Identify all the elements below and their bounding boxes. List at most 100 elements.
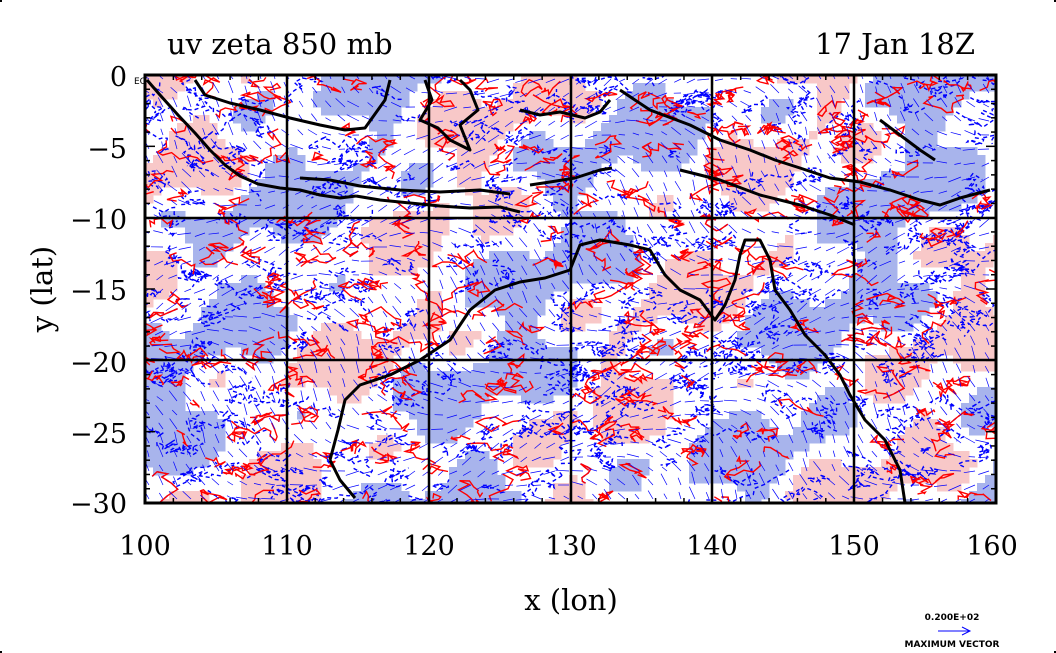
shading-cell [513, 499, 522, 503]
shading-cell [953, 459, 962, 468]
shading-cell [257, 219, 266, 228]
contour-line [361, 490, 378, 503]
shading-cell [489, 195, 498, 204]
wind-vector [186, 95, 192, 108]
shading-cell [569, 211, 578, 220]
shading-cell [561, 323, 570, 332]
contour-line [673, 381, 708, 390]
shading-cell [153, 99, 162, 108]
shading-cell [977, 347, 986, 356]
shading-cell [489, 283, 498, 292]
contour-line [745, 360, 798, 383]
shading-cell [465, 475, 474, 484]
shading-cell [273, 187, 282, 196]
shading-cell [481, 107, 490, 116]
shading-cell [857, 499, 866, 503]
shading-cell [977, 307, 986, 316]
shading-cell [457, 427, 466, 436]
shading-cell [201, 499, 210, 503]
wind-vector [772, 99, 780, 108]
shading-cell [193, 347, 202, 356]
shading-cell [505, 227, 514, 236]
contour-line [938, 375, 971, 398]
shading-cell [265, 475, 274, 484]
wind-vector [703, 165, 710, 178]
wind-vector [541, 172, 556, 178]
shading-cell [553, 275, 562, 284]
shading-cell [593, 227, 602, 236]
shading-cell [209, 163, 218, 172]
contour-line [265, 217, 287, 242]
shading-cell [889, 307, 898, 316]
contour-line [901, 333, 928, 350]
shading-cell [961, 75, 970, 84]
wind-vector [933, 246, 948, 252]
shading-cell [433, 75, 442, 84]
wind-vector [515, 78, 528, 83]
wind-vector [438, 266, 444, 276]
shading-cell [537, 91, 546, 100]
shading-cell [793, 491, 802, 500]
wind-vector [644, 330, 654, 336]
shading-cell [897, 107, 906, 116]
wind-vector [479, 339, 486, 346]
shading-cell [313, 371, 322, 380]
wind-vector [411, 308, 416, 318]
shading-cell [185, 235, 194, 244]
wind-vector [317, 162, 332, 166]
shading-cell [281, 315, 290, 324]
shading-cell [753, 307, 762, 316]
shading-cell [825, 235, 834, 244]
shading-cell [985, 411, 994, 420]
wind-vector [796, 302, 808, 313]
shading-cell [409, 243, 418, 252]
wind-vector [663, 191, 668, 206]
shading-cell [201, 147, 210, 156]
contour-line [663, 145, 681, 158]
wind-vector [713, 124, 724, 136]
shading-cell [761, 419, 770, 428]
wind-vector [924, 204, 934, 212]
wind-vector [480, 265, 486, 276]
shading-cell [809, 499, 818, 503]
shading-cell [161, 291, 170, 300]
shading-cell [409, 171, 418, 180]
wind-vector [326, 352, 332, 360]
contour-line [980, 421, 996, 440]
shading-cell [153, 163, 162, 172]
wind-vector [153, 288, 164, 298]
shading-cell [817, 211, 826, 220]
wind-vector [908, 204, 920, 210]
shading-cell [593, 163, 602, 172]
contour-line [866, 229, 882, 243]
shading-cell [401, 331, 410, 340]
shading-cell [241, 115, 250, 124]
wind-vector [613, 330, 626, 335]
shading-cell [225, 147, 234, 156]
shading-cell [737, 187, 746, 196]
shading-cell [977, 315, 986, 324]
wind-vector [970, 335, 976, 346]
wind-vector [950, 131, 962, 136]
shading-cell [897, 219, 906, 228]
wind-vector [588, 264, 598, 276]
wind-vector [938, 260, 948, 264]
shading-cell [553, 379, 562, 388]
wind-vector [210, 171, 220, 178]
wind-vector [886, 114, 892, 122]
shading-cell [353, 387, 362, 396]
contour-line [840, 173, 868, 186]
wind-vector [938, 204, 948, 211]
wind-vector [561, 185, 570, 192]
shading-cell [889, 275, 898, 284]
contour-line [759, 275, 786, 296]
contour-line [166, 291, 189, 309]
shading-cell [641, 459, 650, 468]
wind-vector [548, 106, 556, 112]
contour-line [238, 422, 278, 442]
shading-cell [513, 299, 522, 308]
contour-line [647, 248, 661, 261]
shading-cell [913, 83, 922, 92]
contour-line [293, 331, 312, 350]
contour-line [622, 310, 656, 327]
